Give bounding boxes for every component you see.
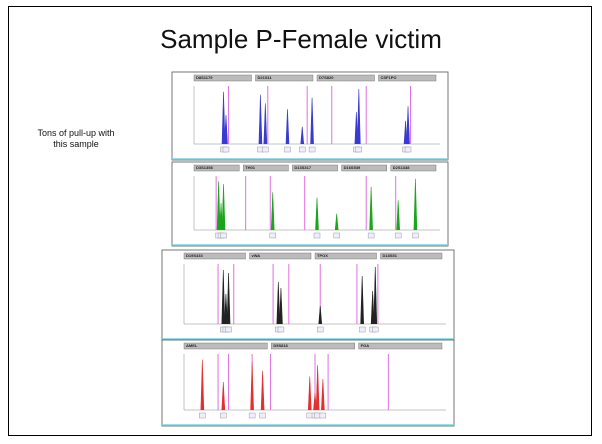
locus-label: CSF1PO bbox=[381, 75, 397, 80]
locus-box bbox=[316, 74, 375, 82]
slide-frame bbox=[8, 6, 592, 436]
locus-label: D8S1179 bbox=[196, 75, 213, 80]
allele-box bbox=[199, 412, 206, 419]
locus-box bbox=[378, 74, 437, 82]
peak bbox=[313, 393, 317, 411]
locus-label: TPOX bbox=[317, 253, 328, 258]
allele-box bbox=[222, 146, 230, 153]
peak bbox=[315, 197, 319, 231]
locus-label: D19S433 bbox=[186, 253, 203, 258]
panel bbox=[171, 161, 449, 247]
locus-label: D5S818 bbox=[273, 343, 288, 348]
peak bbox=[221, 91, 226, 145]
peak bbox=[221, 381, 226, 411]
locus-box bbox=[193, 164, 240, 172]
allele-box bbox=[299, 146, 306, 153]
peak bbox=[270, 192, 275, 231]
allele-box bbox=[220, 232, 227, 239]
locus-label: D3S1358 bbox=[196, 165, 213, 170]
peak bbox=[315, 365, 320, 411]
locus-box bbox=[193, 74, 252, 82]
peak bbox=[260, 370, 265, 411]
allele-box bbox=[358, 326, 366, 333]
allele-box bbox=[317, 326, 324, 333]
locus-label: D16S539 bbox=[344, 165, 361, 170]
slide-note: Tons of pull-up with this sample bbox=[37, 128, 115, 149]
peak bbox=[334, 213, 339, 231]
peak bbox=[396, 200, 400, 231]
allele-box bbox=[367, 232, 375, 239]
peak bbox=[258, 94, 263, 145]
allele-box bbox=[404, 146, 412, 153]
allele-box bbox=[284, 146, 291, 153]
peak bbox=[300, 126, 305, 145]
peak bbox=[318, 305, 323, 325]
locus-box bbox=[271, 342, 355, 350]
peak bbox=[200, 359, 205, 411]
peak bbox=[224, 114, 228, 145]
peak bbox=[413, 178, 418, 231]
panel bbox=[161, 249, 455, 341]
allele-box bbox=[372, 326, 379, 333]
peak bbox=[279, 287, 283, 325]
peak bbox=[406, 106, 410, 145]
peak bbox=[226, 272, 231, 325]
peak bbox=[373, 266, 378, 325]
locus-label: vWA bbox=[252, 253, 261, 258]
locus-label: FGA bbox=[361, 343, 370, 348]
allele-box bbox=[262, 146, 269, 153]
peak bbox=[369, 186, 373, 231]
locus-box bbox=[255, 74, 314, 82]
locus-label: AMEL bbox=[186, 343, 198, 348]
peak bbox=[263, 103, 268, 145]
panel bbox=[161, 339, 455, 427]
allele-box bbox=[277, 326, 285, 333]
locus-box bbox=[242, 164, 289, 172]
peak bbox=[285, 109, 290, 145]
peak bbox=[250, 362, 254, 411]
allele-box bbox=[259, 412, 266, 419]
panel bbox=[171, 71, 449, 161]
allele-box bbox=[412, 232, 419, 239]
allele-box bbox=[333, 232, 340, 239]
peak bbox=[216, 181, 221, 231]
allele-box bbox=[269, 232, 276, 239]
peak bbox=[360, 275, 364, 325]
allele-box bbox=[225, 326, 232, 333]
peak bbox=[276, 281, 281, 325]
locus-label: D7S820 bbox=[319, 75, 334, 80]
allele-box bbox=[313, 232, 321, 239]
peak bbox=[370, 290, 375, 325]
peak bbox=[357, 88, 361, 145]
locus-label: D21S11 bbox=[258, 75, 273, 80]
locus-label: TH01 bbox=[245, 165, 256, 170]
peak bbox=[321, 379, 325, 411]
locus-label: D18S51 bbox=[383, 253, 398, 258]
allele-box bbox=[394, 232, 402, 239]
locus-label: D13S317 bbox=[294, 165, 311, 170]
locus-box bbox=[314, 252, 377, 260]
locus-box bbox=[341, 164, 388, 172]
locus-box bbox=[183, 342, 268, 350]
locus-box bbox=[249, 252, 312, 260]
slide-title: Sample P-Female victim bbox=[160, 24, 442, 54]
allele-box bbox=[220, 412, 227, 419]
locus-label: D2S1338 bbox=[393, 165, 410, 170]
peak bbox=[307, 376, 312, 411]
peak bbox=[221, 184, 226, 231]
peak bbox=[221, 269, 226, 325]
allele-box bbox=[308, 146, 316, 153]
locus-box bbox=[183, 252, 246, 260]
peak bbox=[224, 293, 228, 325]
locus-box bbox=[380, 252, 443, 260]
locus-box bbox=[390, 164, 437, 172]
allele-box bbox=[248, 412, 256, 419]
locus-box bbox=[292, 164, 338, 172]
locus-box bbox=[358, 342, 443, 350]
peak bbox=[310, 97, 314, 145]
allele-box bbox=[355, 146, 363, 153]
allele-box bbox=[319, 412, 327, 419]
